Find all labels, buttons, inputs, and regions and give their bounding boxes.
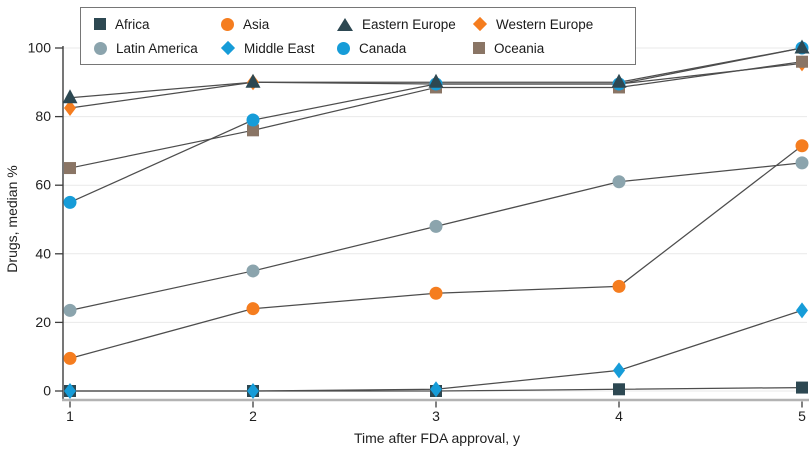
legend-item-western-europe: Western Europe [472, 16, 625, 32]
series-line-canada [69, 47, 803, 203]
africa-square-icon [94, 18, 106, 30]
legend-item-oceania: Oceania [473, 41, 625, 56]
legend: Africa Asia Eastern Europe Western Europ… [80, 7, 636, 65]
x-tick-label: 2 [249, 408, 257, 424]
marker-eastern-europe-year-5 [794, 39, 810, 54]
western-europe-diamond-icon [472, 16, 488, 32]
marker-middle-east-year-3 [430, 381, 442, 398]
marker-middle-east-year-5 [796, 302, 808, 319]
marker-latin-america-year-4 [612, 175, 626, 189]
legend-label: Oceania [494, 40, 545, 56]
oceania-square-icon [473, 42, 485, 54]
y-axis-title: Drugs, median % [4, 165, 20, 272]
legend-label: Latin America [116, 40, 198, 56]
marker-africa-year-5 [796, 381, 808, 394]
latin-america-circle-icon [94, 41, 107, 55]
x-tick-label: 1 [66, 408, 74, 424]
x-tick-label: 4 [615, 408, 623, 424]
marker-middle-east-year-4 [613, 362, 625, 379]
y-tick-label: 20 [35, 314, 51, 330]
marker-asia-year-1 [63, 351, 77, 365]
marker-canada-year-2 [246, 113, 260, 127]
tick-labels: 0 20 40 60 80 100 1 2 3 4 5 [28, 40, 806, 425]
marker-latin-america-year-1 [63, 303, 77, 317]
canada-circle-icon [337, 41, 350, 55]
eastern-europe-triangle-icon [337, 17, 353, 31]
series-markers [62, 39, 810, 399]
y-tick-label: 60 [35, 177, 51, 193]
marker-middle-east-year-2 [247, 383, 259, 399]
marker-oceania-year-5 [796, 55, 808, 68]
x-tick-label: 5 [798, 408, 806, 424]
marker-eastern-europe-year-3 [428, 73, 444, 88]
legend-label: Canada [359, 40, 407, 56]
x-tick-label: 3 [432, 408, 440, 424]
gridlines [63, 47, 807, 392]
legend-item-africa: Africa [94, 17, 221, 32]
series-line-asia [69, 145, 803, 360]
marker-latin-america-year-3 [429, 219, 443, 233]
legend-item-middle-east: Middle East [220, 40, 337, 56]
axes [55, 46, 809, 408]
legend-label: Asia [243, 16, 270, 32]
y-tick-label: 100 [28, 40, 52, 56]
legend-item-canada: Canada [337, 41, 473, 56]
legend-item-eastern-europe: Eastern Europe [337, 17, 473, 32]
marker-asia-year-2 [246, 302, 260, 316]
legend-label: Africa [115, 16, 150, 32]
marker-eastern-europe-year-1 [62, 89, 78, 104]
marker-canada-year-1 [63, 195, 77, 209]
marker-oceania-year-2 [247, 124, 259, 137]
legend-label: Eastern Europe [362, 16, 456, 32]
marker-oceania-year-1 [64, 162, 76, 175]
marker-middle-east-year-1 [64, 383, 76, 399]
middle-east-diamond-icon [220, 40, 236, 56]
marker-latin-america-year-5 [795, 156, 809, 170]
marker-eastern-europe-year-4 [611, 73, 627, 88]
marker-africa-year-4 [613, 383, 625, 396]
marker-latin-america-year-2 [246, 264, 260, 278]
marker-asia-year-3 [429, 286, 443, 300]
asia-circle-icon [221, 17, 234, 31]
series-lines [69, 47, 803, 392]
marker-asia-year-4 [612, 279, 626, 293]
x-axis-title: Time after FDA approval, y [354, 430, 520, 446]
legend-item-asia: Asia [221, 17, 337, 32]
legend-label: Middle East [244, 40, 315, 56]
legend-label: Western Europe [496, 16, 594, 32]
marker-asia-year-5 [795, 139, 809, 153]
y-tick-label: 0 [43, 383, 51, 399]
marker-western-europe-year-1 [64, 100, 76, 117]
y-tick-label: 40 [35, 245, 51, 261]
marker-eastern-europe-year-2 [245, 73, 261, 88]
y-tick-label: 80 [35, 108, 51, 124]
legend-item-latin-america: Latin America [94, 41, 221, 56]
